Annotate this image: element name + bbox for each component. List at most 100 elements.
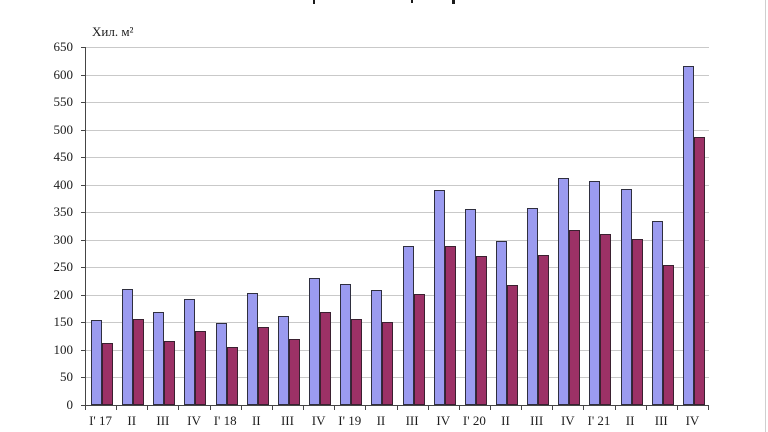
gridline-y-550 bbox=[86, 102, 709, 104]
bar-blue-12 bbox=[464, 209, 476, 405]
x-tick-label-14: III bbox=[530, 413, 544, 428]
x-tick-label-19: IV bbox=[685, 413, 700, 428]
bar-blue-10 bbox=[402, 246, 414, 405]
x-tick-mark-13 bbox=[489, 406, 491, 410]
gridline-y-300 bbox=[86, 239, 709, 241]
gridline-y-600 bbox=[86, 74, 709, 76]
bar-maroon-10 bbox=[413, 294, 425, 405]
y-tick-label-450: 450 bbox=[53, 149, 74, 165]
x-tick-mark-2 bbox=[147, 406, 149, 410]
gridline-y-100 bbox=[86, 349, 709, 351]
gridline-y-450 bbox=[86, 157, 709, 159]
bar-maroon-17 bbox=[631, 239, 643, 405]
bar-blue-1 bbox=[122, 289, 134, 405]
x-tick-label-16: I' 21 bbox=[587, 413, 611, 428]
x-tick-mark-16 bbox=[583, 406, 585, 410]
bar-maroon-13 bbox=[506, 285, 518, 405]
x-tick-mark-20 bbox=[708, 406, 709, 410]
bar-blue-14 bbox=[527, 208, 539, 405]
y-tick-mark-300 bbox=[81, 239, 85, 241]
x-tick-label-9: II bbox=[376, 413, 386, 428]
x-tick-label-18: III bbox=[654, 413, 668, 428]
gridline-y-50 bbox=[86, 377, 709, 379]
y-tick-mark-450 bbox=[81, 157, 85, 159]
bar-maroon-6 bbox=[288, 339, 300, 405]
y-tick-mark-150 bbox=[81, 322, 85, 324]
y-tick-mark-550 bbox=[81, 102, 85, 104]
clipped-title-fragment bbox=[313, 0, 315, 4]
x-tick-mark-1 bbox=[116, 406, 118, 410]
gridline-y-350 bbox=[86, 212, 709, 214]
x-tick-mark-10 bbox=[396, 406, 398, 410]
y-tick-mark-0 bbox=[81, 405, 85, 406]
x-tick-mark-9 bbox=[365, 406, 367, 410]
bar-maroon-16 bbox=[600, 234, 612, 405]
gridline-y-150 bbox=[86, 322, 709, 324]
bar-maroon-4 bbox=[226, 347, 238, 405]
y-tick-label-250: 250 bbox=[53, 259, 74, 275]
bar-maroon-7 bbox=[320, 312, 332, 405]
y-tick-label-550: 550 bbox=[53, 94, 74, 110]
x-tick-label-1: II bbox=[127, 413, 137, 428]
y-tick-mark-350 bbox=[81, 212, 85, 214]
x-tick-mark-6 bbox=[271, 406, 273, 410]
y-tick-label-400: 400 bbox=[53, 176, 74, 192]
bar-blue-4 bbox=[215, 323, 227, 405]
y-tick-mark-100 bbox=[81, 349, 85, 351]
bar-blue-13 bbox=[495, 241, 507, 405]
y-tick-label-200: 200 bbox=[53, 286, 74, 302]
y-tick-mark-50 bbox=[81, 377, 85, 379]
x-tick-mark-4 bbox=[209, 406, 211, 410]
x-tick-label-8: I' 19 bbox=[338, 413, 362, 428]
x-tick-label-7: IV bbox=[311, 413, 326, 428]
x-tick-mark-8 bbox=[334, 406, 336, 410]
y-tick-label-500: 500 bbox=[53, 121, 74, 137]
x-tick-label-11: IV bbox=[436, 413, 451, 428]
bar-blue-0 bbox=[91, 320, 102, 405]
bar-blue-7 bbox=[309, 278, 321, 405]
bar-blue-2 bbox=[153, 312, 165, 405]
x-tick-label-17: II bbox=[625, 413, 635, 428]
bar-blue-15 bbox=[558, 178, 570, 405]
x-tick-label-4: I' 18 bbox=[213, 413, 237, 428]
bar-maroon-18 bbox=[662, 265, 674, 405]
bar-blue-8 bbox=[340, 284, 352, 405]
y-tick-label-600: 600 bbox=[53, 66, 74, 82]
y-tick-mark-400 bbox=[81, 184, 85, 186]
x-tick-label-2: III bbox=[156, 413, 170, 428]
x-tick-mark-12 bbox=[458, 406, 460, 410]
y-tick-label-350: 350 bbox=[53, 204, 74, 220]
gridline-y-500 bbox=[86, 129, 709, 131]
bar-blue-11 bbox=[433, 190, 445, 405]
x-tick-mark-19 bbox=[676, 406, 678, 410]
y-tick-label-300: 300 bbox=[53, 231, 74, 247]
y-tick-label-0: 0 bbox=[66, 397, 74, 412]
y-tick-label-50: 50 bbox=[60, 369, 73, 385]
y-tick-label-100: 100 bbox=[53, 341, 74, 357]
x-tick-mark-0 bbox=[85, 406, 86, 410]
bar-blue-9 bbox=[371, 290, 383, 405]
y-tick-label-150: 150 bbox=[53, 314, 74, 330]
bar-blue-6 bbox=[277, 316, 289, 405]
x-tick-mark-5 bbox=[240, 406, 242, 410]
bar-blue-19 bbox=[682, 66, 694, 405]
bar-maroon-9 bbox=[382, 322, 394, 405]
y-tick-mark-500 bbox=[81, 129, 85, 131]
x-tick-mark-17 bbox=[614, 406, 616, 410]
x-tick-mark-15 bbox=[552, 406, 554, 410]
clipped-title-fragment bbox=[411, 0, 413, 3]
bar-maroon-2 bbox=[164, 341, 176, 405]
bar-maroon-5 bbox=[257, 327, 269, 405]
bar-maroon-12 bbox=[475, 256, 487, 405]
x-tick-label-3: IV bbox=[187, 413, 201, 428]
gridline-y-650 bbox=[86, 47, 709, 48]
y-tick-mark-250 bbox=[81, 267, 85, 269]
x-tick-label-15: IV bbox=[560, 413, 575, 428]
x-tick-mark-3 bbox=[178, 406, 180, 410]
gridline-y-250 bbox=[86, 267, 709, 269]
x-tick-label-5: II bbox=[251, 413, 261, 428]
x-tick-label-12: I' 20 bbox=[462, 413, 486, 428]
x-tick-label-6: III bbox=[280, 413, 294, 428]
x-tick-label-10: III bbox=[405, 413, 419, 428]
